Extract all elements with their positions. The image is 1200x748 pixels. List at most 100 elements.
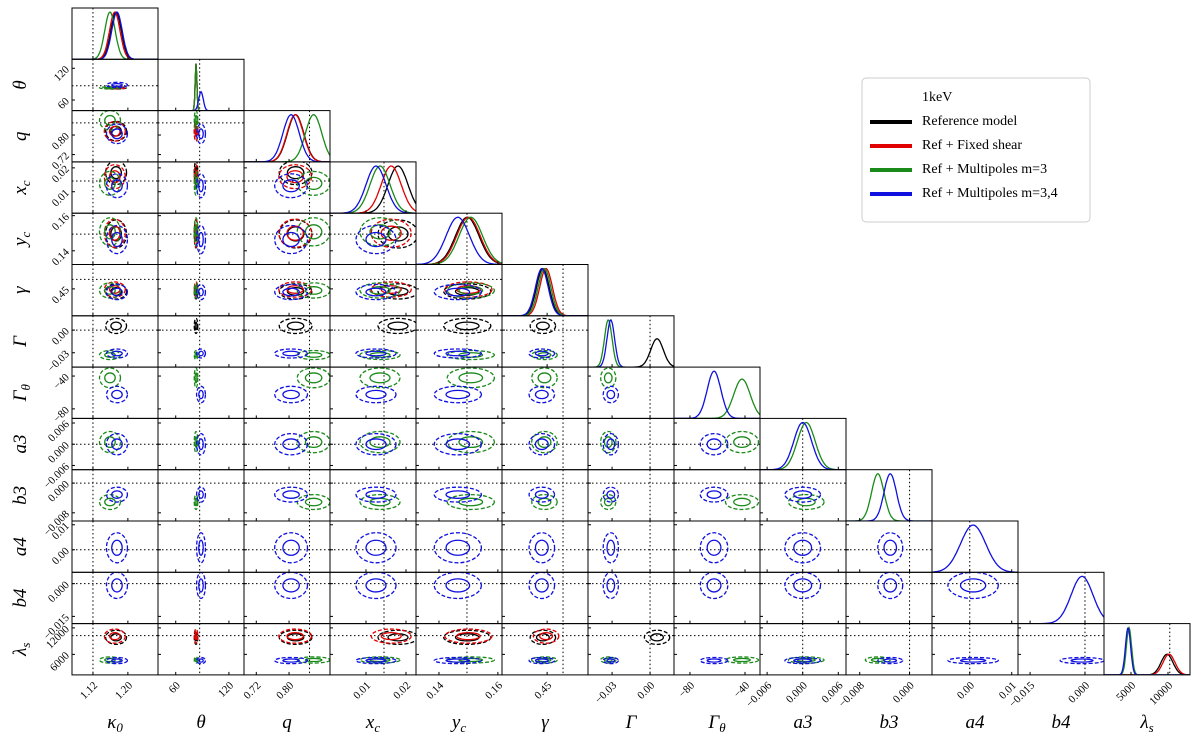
label-sub: s [18,643,33,648]
contour [433,283,483,301]
contour [304,657,323,663]
contour [111,490,123,499]
panel-frame [71,469,159,522]
contour [370,628,412,644]
contour [355,224,397,255]
contour [274,656,309,665]
contour [377,317,416,335]
contour [369,286,391,295]
contour [282,658,300,663]
label-symbol: x [10,186,31,196]
contour [959,578,987,593]
axis-label: a4 [966,712,986,733]
panel [502,521,588,573]
panel [158,213,244,265]
panel-frame [415,366,503,419]
contour [195,432,207,456]
panel [244,161,330,214]
contour [433,486,483,503]
marginal-curve [932,524,1018,573]
panel [330,623,416,675]
contour [198,350,204,357]
contour [355,656,397,665]
contour [365,539,387,556]
panel-frame [157,110,245,163]
x-tick-label: 0.000 [784,679,810,705]
contour [534,389,549,400]
contour [108,125,121,137]
contour [445,658,471,663]
panel [1018,572,1104,624]
contour [458,352,484,358]
panel [158,110,244,162]
panel-frame [243,366,331,419]
contour [606,389,616,400]
contour [286,166,305,180]
y-tick-label: 0.01 [50,187,72,209]
y-tick-label: −40 [51,371,72,392]
label-sub: θ [719,720,726,735]
contour [274,348,309,359]
contour [282,287,300,297]
contour [365,231,387,248]
label-symbol: a4 [966,712,986,733]
panel [760,572,846,624]
contour [534,578,549,593]
panel-frame [329,161,417,214]
x-tick-label: 0.80 [274,679,296,701]
contour [433,656,483,665]
marginal-curve [72,11,158,60]
contour [602,486,620,503]
contour [454,321,480,331]
contour [877,656,904,665]
panel [244,623,330,675]
contour [103,120,126,142]
x-tick-label: 0.72 [241,680,263,702]
contour [98,656,122,664]
contour [377,283,416,300]
panel-frame [157,520,245,573]
panel [674,635,760,665]
label-symbol: b4 [1052,712,1072,733]
contour [365,578,387,593]
contour [606,578,616,593]
contour [278,628,313,644]
contour [111,350,123,357]
panel [1104,623,1190,675]
contour [195,572,207,600]
contour [198,490,204,499]
panel [330,264,416,316]
marginal-curve [244,114,330,162]
x-tick-label: 5000 [1114,679,1138,703]
label-symbol: Γ [707,712,720,733]
panel [72,264,158,316]
contour [528,532,556,564]
panel-frame [759,571,847,625]
contour [446,367,495,389]
panel-frame [157,315,245,368]
panel-frame [329,264,417,317]
x-tick-label: 0.02 [391,680,413,702]
contour [278,164,313,190]
panel [502,264,588,316]
contour [531,349,558,361]
contour [365,438,387,451]
label-symbol: b3 [10,486,31,505]
contour [600,493,617,511]
contour [104,286,116,295]
marginal-curve [416,216,502,265]
panel [72,59,158,111]
contour [282,389,300,400]
label-symbol: θ [196,712,205,733]
contour [105,486,129,503]
contour [445,490,471,499]
contour [193,430,199,454]
contour [198,658,204,663]
panel [588,418,674,470]
axis-label: γ [10,286,31,294]
axis-label: q [10,131,31,141]
panel [158,521,244,573]
contour [98,493,122,511]
panel [502,469,588,521]
panel [158,623,244,675]
